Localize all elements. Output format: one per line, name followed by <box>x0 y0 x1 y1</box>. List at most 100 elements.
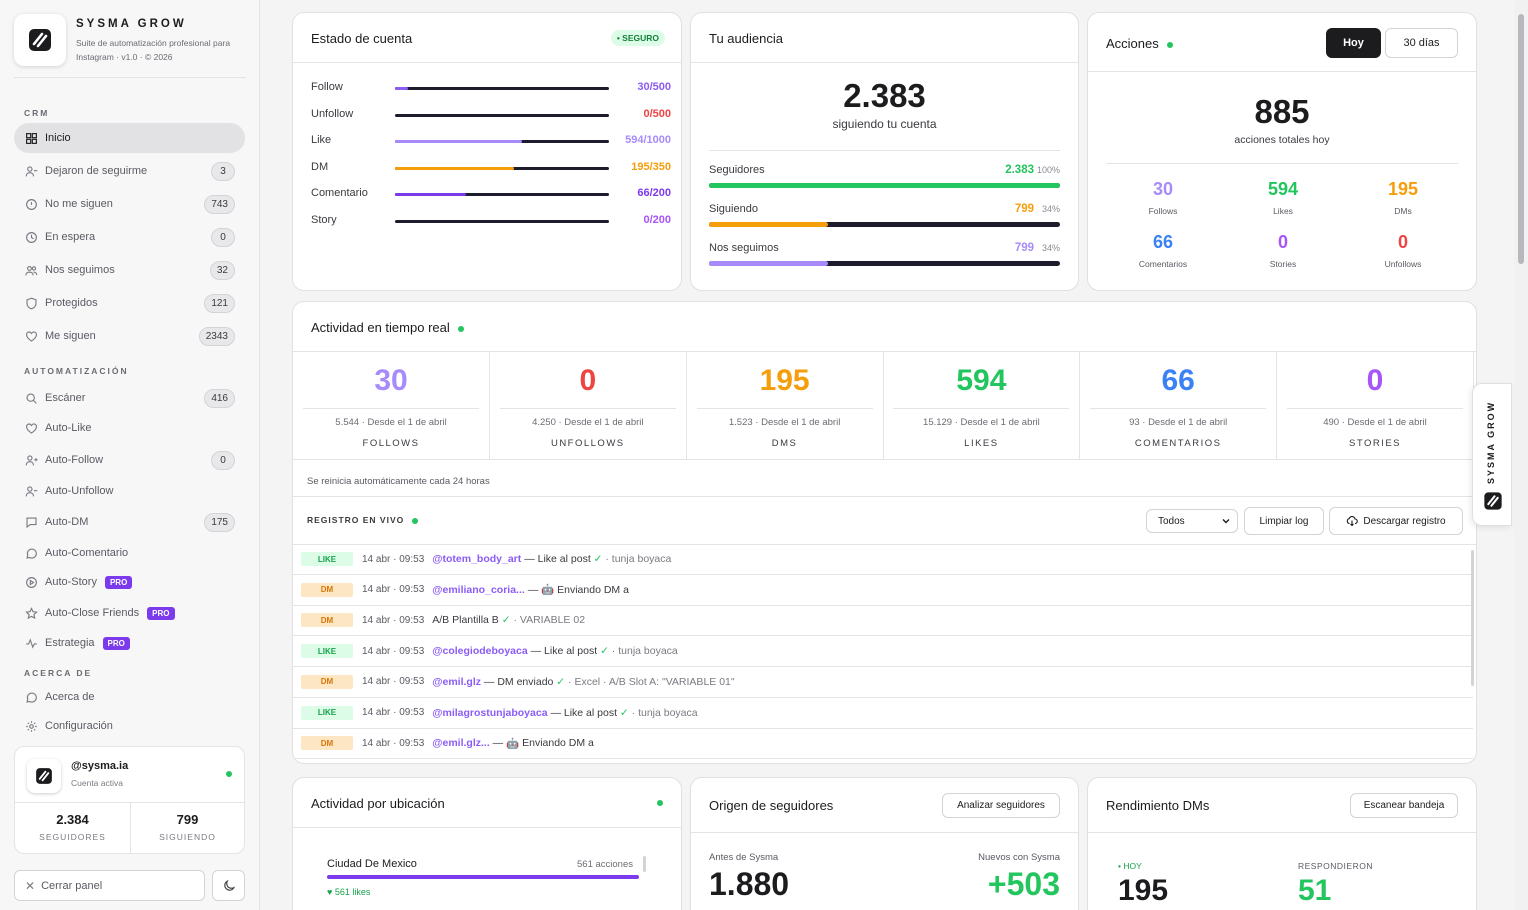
heart-icon <box>24 329 38 343</box>
log-type-badge: DM <box>301 582 353 597</box>
live-dot-icon <box>412 517 419 524</box>
log-username-link[interactable]: @emil.glz <box>432 675 482 688</box>
sidebar-item-auto-story[interactable]: Auto-Story PRO <box>14 567 245 597</box>
sidebar-item-label: Estrategia <box>45 637 95 649</box>
sidebar-item-auto-close-friends[interactable]: Auto-Close Friends PRO <box>14 598 245 628</box>
live-dot-icon <box>657 800 663 806</box>
realtime-since: 93 · Desde el 1 de abril <box>1090 408 1267 428</box>
sidebar-item-auto-comentario[interactable]: Auto-Comentario <box>14 538 245 568</box>
user-plus-icon <box>24 453 38 467</box>
clear-log-button[interactable]: Limpiar log <box>1244 507 1324 535</box>
realtime-label: COMENTARIOS <box>1134 438 1222 449</box>
close-icon: ✕ <box>25 878 36 893</box>
page-scrollbar-thumb[interactable] <box>1518 14 1524 264</box>
audience-percent: 100% <box>1036 165 1060 175</box>
realtime-since: 5.544 · Desde el 1 de abril <box>303 408 479 428</box>
page-scrollbar-track[interactable] <box>1514 0 1528 910</box>
limit-label: Story <box>311 214 337 226</box>
audience-total-label: siguiendo tu cuenta <box>832 117 937 131</box>
divider <box>293 496 1476 497</box>
log-username-link[interactable]: @emil.glz... <box>432 737 490 750</box>
realtime-stat-comentarios: 66 93 · Desde el 1 de abril COMENTARIOS <box>1080 352 1278 460</box>
log-username-link[interactable]: @colegiodeboyaca <box>432 645 528 658</box>
tab-today[interactable]: Hoy <box>1326 28 1381 58</box>
before-value: 1.880 <box>709 866 790 902</box>
live-log-list[interactable]: LIKE 14 abr · 09:53 @totem_body_art — Like… <box>293 544 1473 763</box>
realtime-since: 1.523 · Desde el 1 de abril <box>696 408 873 428</box>
audience-progress-track <box>709 261 1060 266</box>
log-type-badge: DM <box>301 613 353 628</box>
sidebar-item-label: Auto-Like <box>45 422 92 434</box>
log-detail: · tunja boyaca <box>628 706 698 719</box>
limit-row-comentario: Comentario 66/200 <box>311 187 671 201</box>
scan-inbox-button[interactable]: Escanear bandeja <box>1350 793 1458 818</box>
log-username-link[interactable]: @milagrostunjaboyaca <box>432 706 548 719</box>
audience-total: 2.383 <box>843 77 926 114</box>
analyze-followers-button[interactable]: Analizar seguidores <box>942 793 1060 818</box>
sidebar-item-inicio[interactable]: Inicio <box>14 123 245 153</box>
location-scrollbar[interactable] <box>643 856 646 872</box>
sidebar-item-label: No me siguen <box>45 198 113 210</box>
audience-percent: 34% <box>1041 243 1060 253</box>
city-actions: 561 acciones <box>577 859 633 870</box>
sidebar-item-label: Dejaron de seguirme <box>45 165 148 177</box>
city-activity-bar <box>327 875 639 879</box>
followers-label: SEGUIDORES <box>39 832 106 842</box>
sidebar-item-acerca-de[interactable]: Acerca de <box>14 682 245 712</box>
log-detail: · Excel · A/B Slot A: "VARIABLE 01" <box>565 675 735 688</box>
log-filter-select[interactable]: Todos <box>1146 509 1238 533</box>
limit-progress-track <box>395 113 609 117</box>
log-scrollbar[interactable] <box>1471 550 1474 686</box>
sidebar-item-nos-seguimos[interactable]: Nos seguimos 32 <box>14 255 245 285</box>
realtime-since: 490 · Desde el 1 de abril <box>1287 408 1463 428</box>
sidebar-item-escaner[interactable]: Escáner 416 <box>14 383 245 413</box>
log-row: DM 14 abr · 09:53 @emil.glz — DM enviado ✓… <box>293 667 1473 698</box>
realtime-stat-unfollows: 0 4.250 · Desde el 1 de abril UNFOLLOWS <box>489 352 687 460</box>
close-panel-button[interactable]: ✕ Cerrar panel <box>14 870 205 901</box>
sidebar-item-me-siguen[interactable]: Me siguen 2343 <box>14 321 245 351</box>
log-username-link[interactable]: @emiliano_coria... <box>432 583 525 596</box>
theme-toggle-button[interactable] <box>212 870 245 901</box>
count-badge: 3 <box>211 162 235 181</box>
sidebar-item-auto-unfollow[interactable]: Auto-Unfollow <box>14 476 245 506</box>
download-log-button[interactable]: Descargar registro <box>1329 507 1463 535</box>
sidebar-item-auto-like[interactable]: Auto-Like <box>14 413 245 443</box>
realtime-stat-likes: 594 15.129 · Desde el 1 de abril LIKES <box>883 352 1081 460</box>
sidebar-item-label: Nos seguimos <box>45 264 115 276</box>
sidebar-item-label: Me siguen <box>45 330 96 342</box>
sidebar-item-dejaron-de-seguirme[interactable]: Dejaron de seguirme 3 <box>14 156 245 186</box>
metric-dms: 195 DMs <box>1343 179 1463 216</box>
log-message: — DM enviado <box>481 675 557 688</box>
check-icon: ✓ <box>619 706 629 719</box>
sysma-side-tab[interactable]: SYSMA GROW <box>1472 383 1512 526</box>
sidebar-item-configuracion[interactable]: Configuración <box>14 711 245 741</box>
sidebar-item-auto-follow[interactable]: Auto-Follow 0 <box>14 445 245 475</box>
moon-icon <box>223 879 235 891</box>
alert-circle-icon <box>24 197 38 211</box>
sidebar-item-en-espera[interactable]: En espera 0 <box>14 222 245 252</box>
log-detail: · tunja boyaca <box>608 645 678 658</box>
robot-icon: 🤖 <box>506 737 520 750</box>
limit-value: 195/350 <box>631 160 671 173</box>
sidebar-item-label: Auto-Follow <box>45 454 104 466</box>
metric-label: Comentarios <box>1138 259 1188 269</box>
rendimiento-card: Rendimiento DMs Escanear bandeja • HOY 1… <box>1087 777 1477 910</box>
tab-30-days[interactable]: 30 días <box>1385 28 1458 58</box>
today-value: 195 <box>1118 874 1169 907</box>
sidebar-item-label: Auto-Close Friends <box>45 607 140 619</box>
sidebar-item-estrategia[interactable]: Estrategia PRO <box>14 628 245 658</box>
limit-progress-fill <box>395 140 523 144</box>
check-icon: ✓ <box>501 614 511 627</box>
live-dot-icon <box>1166 41 1173 48</box>
limit-progress-fill <box>395 193 466 197</box>
city-name: Ciudad De Mexico <box>327 858 417 870</box>
sidebar-item-auto-dm[interactable]: Auto-DM 175 <box>14 507 245 537</box>
account-handle: @sysma.ia <box>71 760 129 772</box>
account-card[interactable]: @sysma.ia Cuenta activa 2.384 SEGUIDORES… <box>14 746 245 854</box>
audience-value: 2.383 <box>1005 164 1034 176</box>
sidebar-item-protegidos[interactable]: Protegidos 121 <box>14 288 245 318</box>
account-followers: 2.384 SEGUIDORES <box>15 812 130 842</box>
log-username-link[interactable]: @totem_body_art <box>432 553 522 565</box>
sidebar-item-no-me-siguen[interactable]: No me siguen 743 <box>14 189 245 219</box>
brand-name: SYSMA GROW <box>76 18 187 30</box>
